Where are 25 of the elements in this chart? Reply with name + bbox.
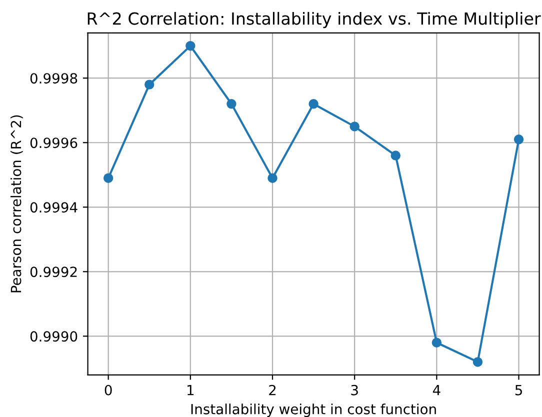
point: [186, 40, 196, 51]
point: [144, 80, 154, 90]
point: [103, 173, 114, 183]
y-tick-label: 0.9996: [30, 138, 78, 148]
x-tick-label: 1: [188, 385, 194, 396]
point: [514, 134, 524, 144]
x-axis-title: Installability weight in cost function: [191, 404, 436, 417]
point: [308, 99, 318, 109]
point: [268, 173, 278, 183]
x-tick-label: 2: [269, 384, 276, 396]
chart-title: R^2 Correlation: Installability index vs. Time Multiplier: [88, 12, 541, 28]
y-tick-label: 0.9992: [30, 266, 77, 278]
y-tick-label: 0.9998: [30, 73, 78, 84]
x-tick-label: 3: [351, 384, 358, 396]
y-tick-label: 0.9990: [30, 331, 78, 342]
y-axis-title: Pearson correlation (R^2): [10, 115, 23, 292]
point: [432, 338, 442, 348]
point: [472, 357, 483, 367]
y-tick-label: 0.9994: [30, 202, 78, 213]
point: [226, 99, 236, 109]
x-tick-label: 5: [515, 385, 522, 396]
point: [350, 122, 360, 132]
point: [390, 150, 400, 160]
x-tick-label: 4: [432, 385, 440, 396]
x-tick-label: 0: [104, 384, 112, 396]
